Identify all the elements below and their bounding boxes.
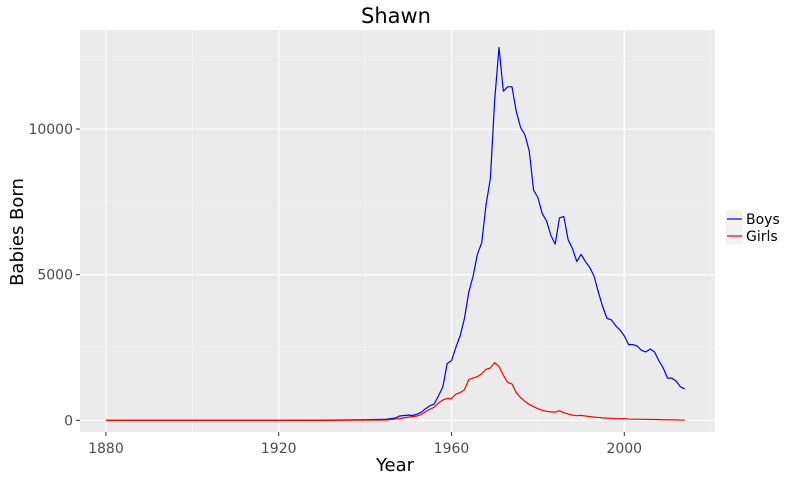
x-tick-label: 2000: [606, 441, 642, 457]
plot-panel: [80, 30, 715, 432]
legend-label-boys: Boys: [746, 212, 780, 228]
y-tick-label: 10000: [28, 122, 73, 138]
x-tick-label: 1920: [261, 441, 297, 457]
series-line-girls: [105, 362, 685, 421]
y-tick-label: 5000: [37, 268, 73, 284]
legend-label-girls: Girls: [746, 229, 778, 245]
y-tick-label: 0: [64, 413, 73, 429]
y-axis: 0 5000 10000: [28, 122, 80, 429]
series-layer: [105, 46, 686, 421]
x-axis: 1880 1920 1960 2000: [88, 432, 642, 457]
minor-gridlines: [80, 30, 715, 432]
y-axis-title: Babies Born: [7, 178, 28, 286]
x-tick-label: 1960: [434, 441, 470, 457]
x-tick-label: 1880: [88, 441, 124, 457]
chart-title: Shawn: [361, 4, 431, 28]
x-axis-title: Year: [375, 455, 415, 476]
series-line-boys: [105, 46, 686, 421]
